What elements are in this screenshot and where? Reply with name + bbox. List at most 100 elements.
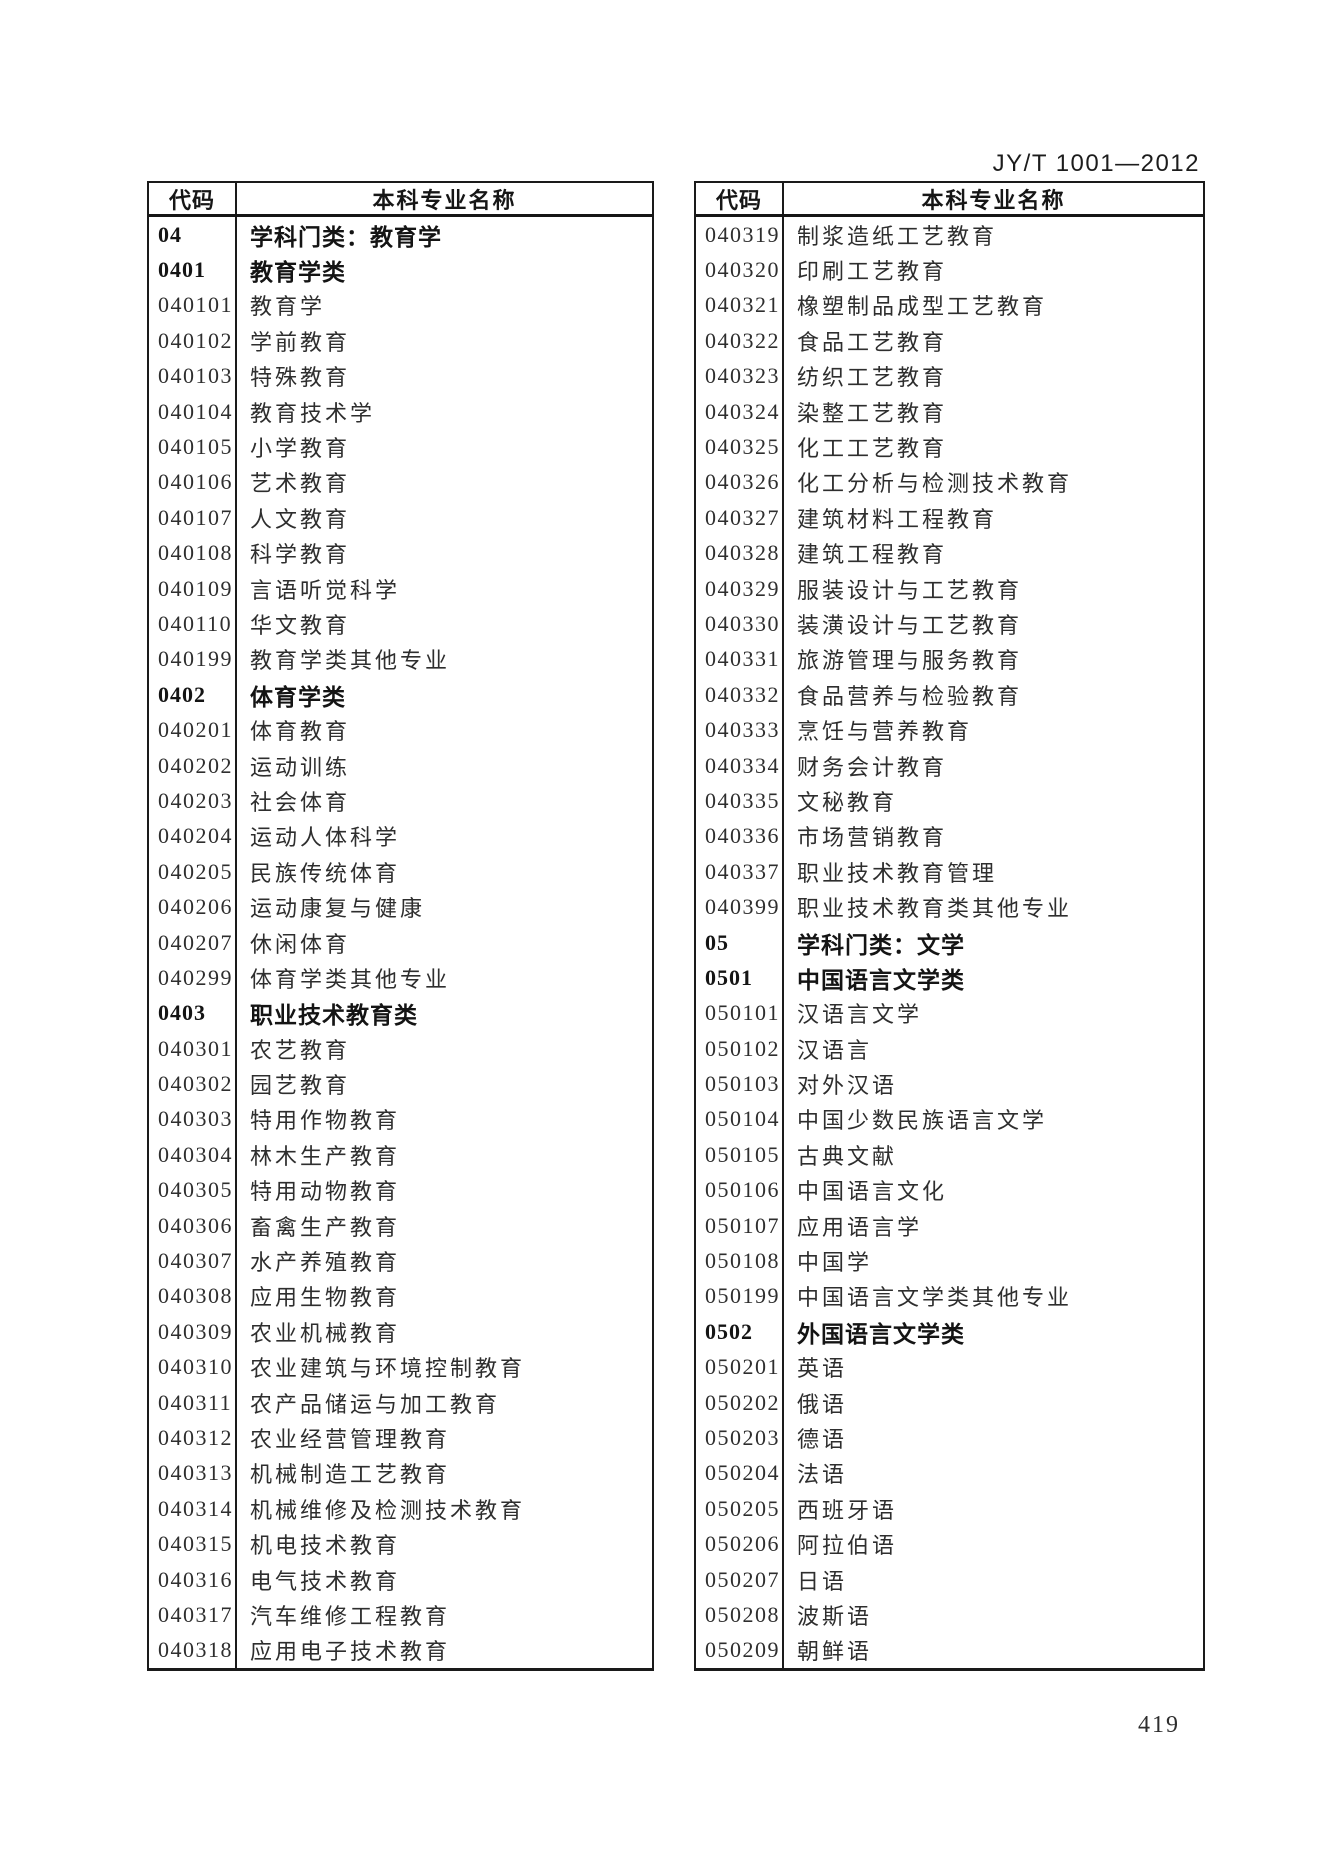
major-name-column-header: 本科专业名称 bbox=[372, 187, 517, 213]
major-name-cell: 化工分析与检测技术教育 bbox=[797, 471, 1073, 497]
major-name-cell: 俄语 bbox=[797, 1391, 848, 1417]
major-name-cell: 教育学类其他专业 bbox=[250, 648, 451, 674]
table-row: 040308 应用生物教育 bbox=[149, 1278, 652, 1315]
major-name-cell: 艺术教育 bbox=[250, 471, 351, 497]
major-name-cell: 人文教育 bbox=[250, 506, 351, 532]
table-row: 040322 食品工艺教育 bbox=[696, 323, 1203, 359]
code-cell: 040334 bbox=[696, 747, 784, 784]
table-row: 040311 农产品储运与加工教育 bbox=[149, 1384, 652, 1421]
major-name-cell: 食品工艺教育 bbox=[797, 329, 948, 355]
major-name-cell: 制浆造纸工艺教育 bbox=[797, 223, 998, 249]
major-name-cell: 畜禽生产教育 bbox=[250, 1214, 401, 1240]
table-row: 040203 社会体育 bbox=[149, 783, 652, 819]
major-name-cell: 中国语言文学类 bbox=[797, 966, 965, 993]
code-cell: 050206 bbox=[696, 1526, 784, 1562]
section-row: 0403 职业技术教育类 bbox=[149, 995, 652, 1031]
code-cell: 050201 bbox=[696, 1349, 784, 1385]
table-row: 050106 中国语言文化 bbox=[696, 1172, 1203, 1208]
major-name-cell: 中国语言文化 bbox=[797, 1179, 948, 1205]
table-row: 050204 法语 bbox=[696, 1455, 1203, 1492]
table-row: 040314 机械维修及检测技术教育 bbox=[149, 1491, 652, 1527]
code-cell: 040318 bbox=[149, 1632, 237, 1669]
code-cell: 0501 bbox=[696, 960, 784, 996]
major-name-cell: 言语听觉科学 bbox=[250, 577, 401, 603]
major-name-cell: 对外汉语 bbox=[797, 1073, 898, 1099]
code-cell: 050202 bbox=[696, 1384, 784, 1421]
table-row: 040327 建筑材料工程教育 bbox=[696, 500, 1203, 536]
table-row: 050104 中国少数民族语言文学 bbox=[696, 1101, 1203, 1138]
major-name-cell: 学前教育 bbox=[250, 329, 351, 355]
major-name-cell: 橡塑制品成型工艺教育 bbox=[797, 294, 1048, 320]
section-row: 0502 外国语言文学类 bbox=[696, 1314, 1203, 1350]
code-cell: 040333 bbox=[696, 712, 784, 748]
table-row: 040315 机电技术教育 bbox=[149, 1526, 652, 1562]
major-name-cell: 职业技术教育类 bbox=[250, 1002, 418, 1029]
table-row: 040317 汽车维修工程教育 bbox=[149, 1597, 652, 1633]
table-row: 040319 制浆造纸工艺教育 bbox=[696, 217, 1203, 253]
table-row: 040307 水产养殖教育 bbox=[149, 1243, 652, 1279]
code-cell: 040324 bbox=[696, 393, 784, 430]
table-row: 040337 职业技术教育管理 bbox=[696, 854, 1203, 890]
code-cell: 050101 bbox=[696, 995, 784, 1031]
code-cell: 040317 bbox=[149, 1597, 237, 1633]
table-row: 040323 纺织工艺教育 bbox=[696, 358, 1203, 394]
major-name-cell: 日语 bbox=[797, 1568, 848, 1594]
major-name-cell: 特用动物教育 bbox=[250, 1179, 401, 1205]
code-cell: 040109 bbox=[149, 570, 237, 607]
code-cell: 040323 bbox=[696, 358, 784, 394]
code-cell: 040199 bbox=[149, 641, 237, 678]
table-row: 040108 科学教育 bbox=[149, 535, 652, 571]
table-row: 040335 文秘教育 bbox=[696, 783, 1203, 819]
major-name-cell: 社会体育 bbox=[250, 789, 351, 815]
table-row: 040336 市场营销教育 bbox=[696, 818, 1203, 855]
table-row: 050101 汉语言文学 bbox=[696, 995, 1203, 1031]
major-name-cell: 教育学 bbox=[250, 294, 326, 320]
major-name-cell: 休闲体育 bbox=[250, 931, 351, 957]
standard-number: JY/T 1001—2012 bbox=[992, 150, 1200, 177]
code-cell: 040321 bbox=[696, 287, 784, 324]
major-name-cell: 汉语言 bbox=[797, 1037, 873, 1063]
table-row: 040332 食品营养与检验教育 bbox=[696, 677, 1203, 713]
table-row: 050199 中国语言文学类其他专业 bbox=[696, 1278, 1203, 1315]
code-cell: 040207 bbox=[149, 924, 237, 961]
major-name-cell: 电气技术教育 bbox=[250, 1568, 401, 1594]
code-cell: 050208 bbox=[696, 1597, 784, 1633]
code-cell: 050104 bbox=[696, 1101, 784, 1138]
major-name-cell: 染整工艺教育 bbox=[797, 400, 948, 426]
major-name-cell: 职业技术教育管理 bbox=[797, 860, 998, 886]
major-name-cell: 纺织工艺教育 bbox=[797, 365, 948, 391]
table-row: 050201 英语 bbox=[696, 1349, 1203, 1385]
code-cell: 040307 bbox=[149, 1243, 237, 1279]
major-name-cell: 中国学 bbox=[797, 1250, 873, 1276]
table-row: 040312 农业经营管理教育 bbox=[149, 1420, 652, 1456]
table-row: 050207 日语 bbox=[696, 1561, 1203, 1598]
code-cell: 050108 bbox=[696, 1243, 784, 1279]
code-cell: 050203 bbox=[696, 1420, 784, 1456]
table-row: 040206 运动康复与健康 bbox=[149, 889, 652, 925]
major-name-cell: 体育教育 bbox=[250, 719, 351, 745]
major-name-cell: 波斯语 bbox=[797, 1603, 873, 1629]
code-cell: 040329 bbox=[696, 570, 784, 607]
code-cell: 050102 bbox=[696, 1030, 784, 1067]
table-row: 050205 西班牙语 bbox=[696, 1491, 1203, 1527]
table-row: 040316 电气技术教育 bbox=[149, 1561, 652, 1598]
code-cell: 050106 bbox=[696, 1172, 784, 1208]
major-name-cell: 学科门类：文学 bbox=[797, 931, 965, 958]
section-row: 0402 体育学类 bbox=[149, 677, 652, 713]
code-cell: 040103 bbox=[149, 358, 237, 394]
major-name-cell: 教育学类 bbox=[250, 259, 346, 286]
major-name-cell: 农业经营管理教育 bbox=[250, 1426, 451, 1452]
major-name-cell: 应用语言学 bbox=[797, 1214, 923, 1240]
major-name-cell: 装潢设计与工艺教育 bbox=[797, 612, 1023, 638]
major-name-cell: 中国语言文学类其他专业 bbox=[797, 1285, 1073, 1311]
major-name-cell: 水产养殖教育 bbox=[250, 1250, 401, 1276]
code-cell: 040107 bbox=[149, 500, 237, 536]
code-cell: 040315 bbox=[149, 1526, 237, 1562]
table-row: 040324 染整工艺教育 bbox=[696, 393, 1203, 430]
code-column-header: 代码 bbox=[696, 183, 784, 214]
major-name-cell: 民族传统体育 bbox=[250, 860, 401, 886]
code-cell: 050199 bbox=[696, 1278, 784, 1315]
code-cell: 050103 bbox=[696, 1066, 784, 1102]
major-name-cell: 古典文献 bbox=[797, 1143, 898, 1169]
